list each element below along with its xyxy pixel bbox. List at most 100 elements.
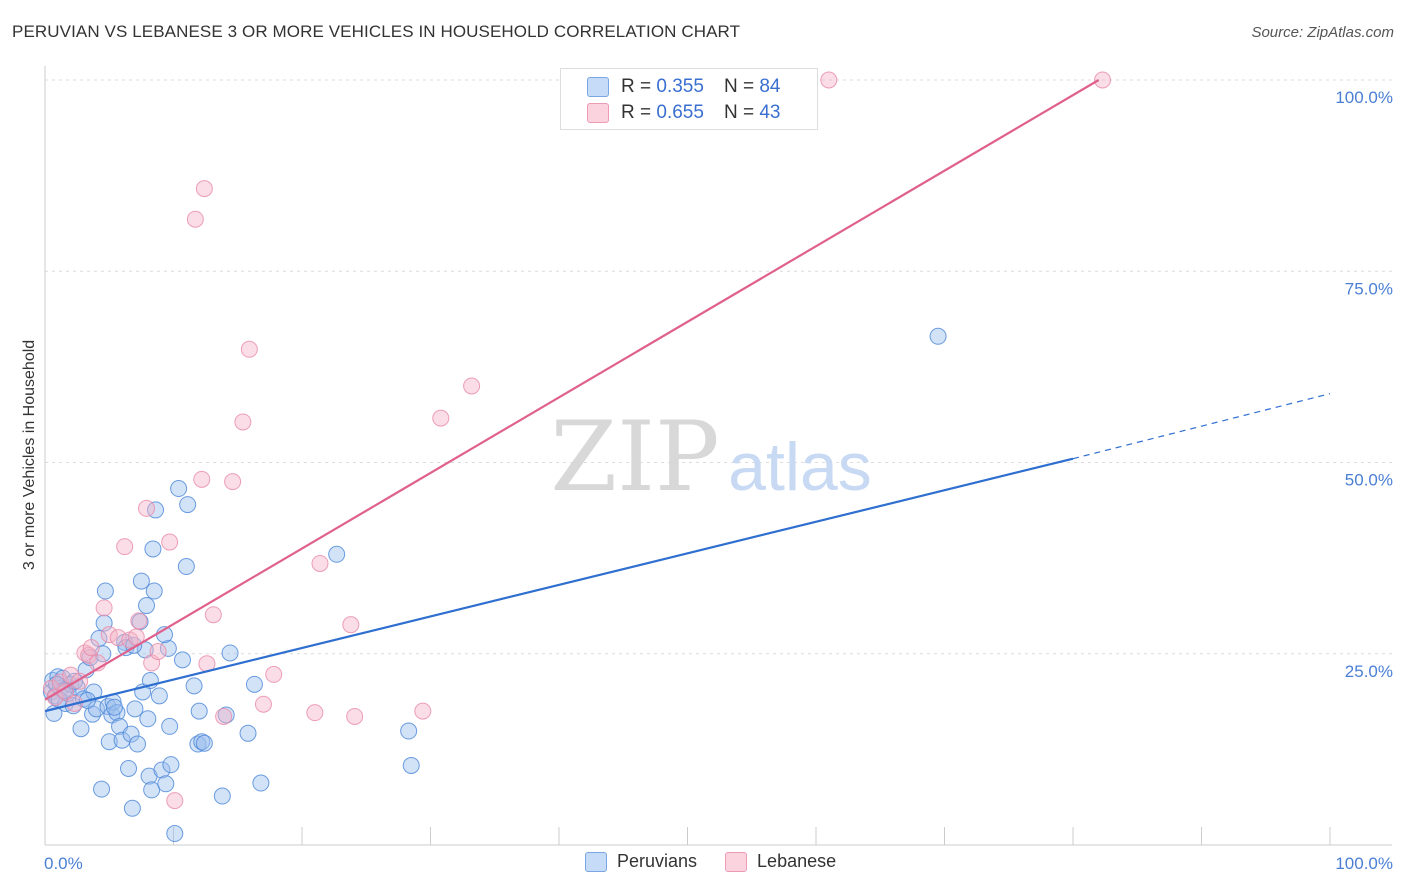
- point-peruvians: [138, 597, 156, 615]
- point-lebanese: [346, 707, 364, 725]
- point-lebanese: [463, 377, 481, 395]
- point-peruvians: [120, 760, 138, 777]
- point-peruvians: [122, 725, 140, 743]
- point-peruvians: [126, 700, 144, 718]
- point-peruvians: [132, 572, 150, 590]
- point-peruvians: [239, 724, 257, 742]
- point-peruvians: [150, 687, 168, 705]
- legend-n-label: N =: [723, 102, 755, 123]
- point-peruvians: [217, 706, 235, 724]
- point-lebanese: [100, 626, 118, 644]
- point-peruvians: [157, 775, 175, 793]
- point-peruvians: [179, 496, 197, 514]
- trend-extension-peruvians: [1072, 393, 1331, 460]
- point-peruvians: [144, 540, 162, 558]
- point-lebanese: [116, 538, 134, 556]
- point-peruvians: [213, 787, 231, 805]
- legend-n-label: N =: [723, 76, 755, 97]
- point-lebanese: [95, 599, 113, 617]
- point-peruvians: [195, 734, 213, 752]
- point-peruvians: [252, 774, 270, 792]
- point-peruvians: [147, 501, 165, 519]
- point-peruvians: [400, 722, 418, 740]
- y-tick-label: 25.0%: [1345, 662, 1393, 681]
- point-peruvians: [123, 799, 141, 817]
- point-lebanese: [204, 606, 222, 624]
- point-lebanese: [149, 642, 167, 660]
- legend-swatch-lebanese: [587, 103, 609, 123]
- point-lebanese: [215, 707, 233, 725]
- x-tick-label: 100.0%: [1335, 854, 1393, 873]
- source-label: Source: ZipAtlas.com: [1251, 24, 1394, 41]
- point-peruvians: [170, 480, 188, 498]
- bottom-legend-lebanese: Lebanese: [725, 851, 836, 872]
- point-lebanese: [1094, 71, 1112, 89]
- x-tick-labels: 0.0% 100.0%: [44, 854, 1393, 873]
- point-peruvians: [245, 675, 263, 693]
- point-lebanese: [224, 473, 242, 491]
- trend-line-peruvians: [44, 457, 1074, 713]
- trend-lines: [44, 79, 1331, 713]
- bottom-legend-label: Peruvians: [617, 851, 698, 871]
- point-peruvians: [153, 761, 171, 779]
- chart-title: PERUVIAN VS LEBANESE 3 OR MORE VEHICLES …: [12, 22, 741, 41]
- y-tick-label: 100.0%: [1335, 88, 1393, 107]
- bottom-swatch-lebanese: [725, 851, 748, 872]
- point-lebanese: [195, 180, 213, 198]
- point-lebanese: [306, 704, 324, 722]
- point-peruvians: [177, 558, 195, 576]
- point-lebanese: [342, 616, 360, 634]
- point-lebanese: [138, 499, 156, 517]
- y-axis-label: 3 or more Vehicles in Household: [21, 340, 38, 570]
- point-lebanese: [62, 666, 80, 684]
- y-tick-label: 50.0%: [1345, 471, 1393, 490]
- point-peruvians: [93, 780, 111, 798]
- point-peruvians: [159, 639, 177, 657]
- point-lebanese: [234, 413, 252, 431]
- legend-r-label: R =: [621, 76, 652, 97]
- legend-n-value: 84: [759, 76, 781, 97]
- watermark: ZIP atlas: [550, 401, 871, 513]
- point-lebanese: [186, 210, 204, 228]
- point-peruvians: [143, 781, 161, 799]
- point-peruvians: [929, 327, 947, 345]
- point-peruvians: [161, 717, 179, 735]
- point-peruvians: [145, 582, 163, 600]
- point-lebanese: [254, 695, 272, 713]
- y-tick-labels: 25.0% 50.0% 75.0% 100.0%: [1335, 88, 1393, 681]
- point-lebanese: [130, 612, 148, 630]
- point-peruvians: [221, 644, 239, 662]
- grid: [45, 79, 1392, 655]
- axes: [44, 66, 1392, 846]
- legend-row-peruvians: R = 0.355 N = 84: [587, 74, 780, 100]
- y-tick-label: 75.0%: [1345, 279, 1393, 298]
- point-lebanese: [820, 71, 838, 89]
- legend-r-value: 0.655: [656, 102, 704, 123]
- legend-swatch-peruvians: [587, 77, 609, 97]
- point-lebanese: [311, 554, 329, 572]
- legend-row-lebanese: R = 0.655 N = 43: [587, 100, 780, 126]
- point-lebanese: [265, 665, 283, 683]
- bottom-legend-label: Lebanese: [757, 851, 837, 871]
- point-peruvians: [193, 733, 211, 751]
- watermark-zip: ZIP: [550, 401, 719, 513]
- point-lebanese: [432, 409, 450, 427]
- bottom-swatch-peruvians: [585, 851, 607, 872]
- point-peruvians: [173, 651, 191, 669]
- point-peruvians: [129, 735, 147, 753]
- trend-line-lebanese: [44, 79, 1100, 701]
- point-lebanese: [193, 470, 211, 488]
- point-lebanese: [414, 702, 432, 720]
- point-peruvians: [105, 698, 123, 716]
- x-tick-label: 0.0%: [44, 854, 83, 873]
- point-peruvians: [99, 698, 117, 716]
- point-lebanese: [82, 639, 100, 657]
- point-peruvians: [328, 545, 346, 563]
- legend-r-label: R =: [621, 102, 652, 123]
- watermark-atlas: atlas: [728, 429, 872, 505]
- point-lebanese: [166, 792, 184, 810]
- point-peruvians: [190, 702, 208, 720]
- point-peruvians: [96, 582, 114, 600]
- point-lebanese: [161, 533, 179, 551]
- bottom-legend: Peruvians Lebanese: [585, 851, 864, 872]
